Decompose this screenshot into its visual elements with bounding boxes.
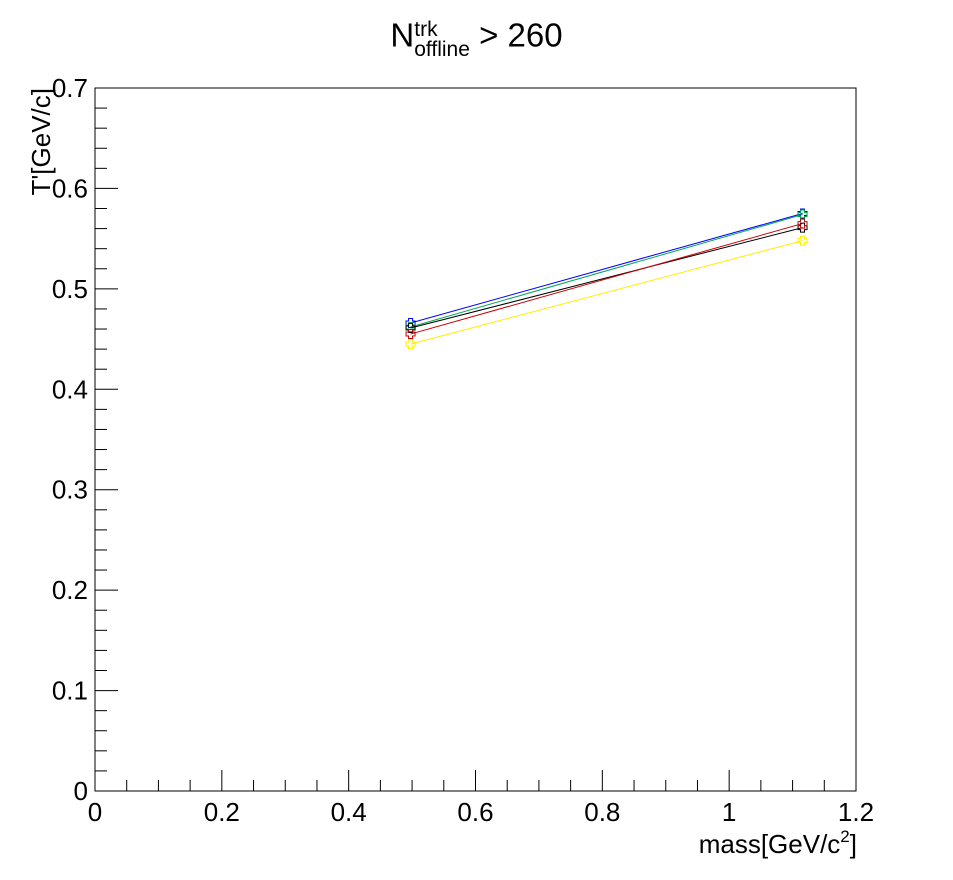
title-condition: > 260 (479, 16, 563, 54)
y-tick-label: 0.1 (52, 676, 88, 706)
y-tick-label: 0.3 (52, 475, 88, 505)
x-tick-label: 0.4 (331, 797, 367, 827)
x-tick-label: 0.2 (204, 797, 240, 827)
data-point (405, 339, 416, 350)
y-tick-labels: 0 0.1 0.2 0.3 0.4 0.5 0.6 0.7 (52, 73, 88, 806)
series-4 (405, 235, 808, 350)
x-tick-label: 0.8 (584, 797, 620, 827)
x-axis-label-sup: 2 (840, 827, 849, 846)
title-subscript: offline (414, 37, 470, 61)
data-point (405, 329, 416, 340)
series-line (410, 227, 803, 329)
data-point (797, 218, 808, 229)
plot-frame (94, 87, 857, 792)
x-axis-ticks (94, 770, 857, 791)
x-tick-label: 1 (722, 797, 736, 827)
y-tick-label: 0 (74, 776, 88, 806)
x-tick-label: 1.2 (838, 797, 874, 827)
series-line (410, 214, 803, 328)
series-line (410, 240, 803, 345)
x-axis-label-main: mass[GeV/c (699, 829, 841, 859)
x-axis-label: mass[GeV/c2] (699, 827, 857, 859)
x-tick-labels: 0 0.2 0.4 0.6 0.8 1 1.2 (88, 797, 874, 827)
series-3 (405, 218, 808, 340)
data-point (797, 235, 808, 246)
title-indices: trk offline (414, 19, 470, 60)
y-tick-label: 0.5 (52, 274, 88, 304)
title-superscript: trk (414, 17, 438, 41)
x-axis-label-suffix: ] (850, 829, 857, 859)
series-line (410, 213, 803, 324)
y-axis-label: T'[GeV/c] (26, 88, 56, 196)
y-tick-label: 0.2 (52, 575, 88, 605)
x-tick-label: 0 (88, 797, 102, 827)
title-symbol: N (390, 16, 415, 54)
y-axis-ticks (95, 87, 118, 792)
series-0 (405, 208, 808, 329)
x-tick-label: 0.6 (457, 797, 493, 827)
series-layer (405, 208, 808, 350)
y-tick-label: 0.4 (52, 374, 88, 404)
series-line (410, 223, 803, 335)
y-tick-label: 0.6 (52, 173, 88, 203)
y-tick-label: 0.7 (52, 73, 88, 103)
